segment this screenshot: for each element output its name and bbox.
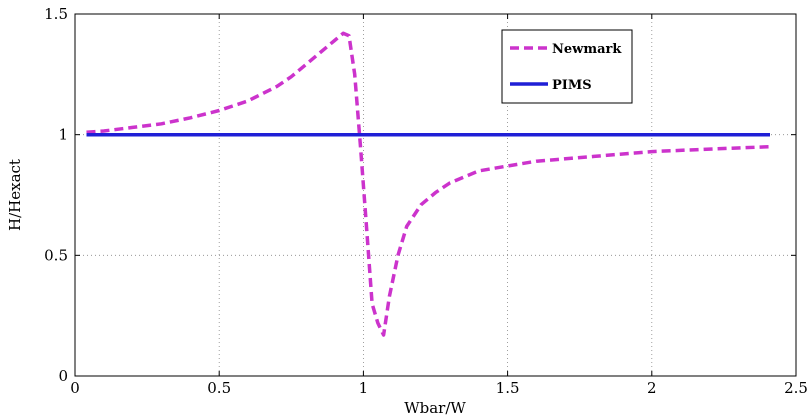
plot-area [74, 13, 797, 377]
legend: Newmark PIMS [501, 29, 633, 104]
x-tick-label: 0.5 [207, 379, 231, 397]
legend-box [501, 29, 633, 104]
series-line-newmark [86, 31, 771, 337]
y-tick-label: 0.5 [44, 246, 68, 264]
series-group [86, 31, 771, 337]
x-tick-label: 2 [647, 379, 657, 397]
x-tick-label: 2.5 [784, 379, 808, 397]
x-tick-label: 0 [70, 379, 80, 397]
legend-newmark-label: Newmark [552, 42, 622, 57]
legend-pims-label: PIMS [552, 78, 592, 93]
x-tick-label: 1 [359, 379, 369, 397]
y-tick-label: 1.5 [44, 5, 68, 23]
x-tick-label: 1.5 [496, 379, 520, 397]
ticks: 0 0.5 1 1.5 2 2.5 0 0.5 1 1.5 [44, 5, 808, 397]
y-tick-label: 1 [58, 126, 68, 144]
y-tick-label: 0 [58, 367, 68, 385]
y-axis-label: H/Hexact [6, 159, 24, 231]
x-axis-label: Wbar/W [404, 399, 466, 417]
